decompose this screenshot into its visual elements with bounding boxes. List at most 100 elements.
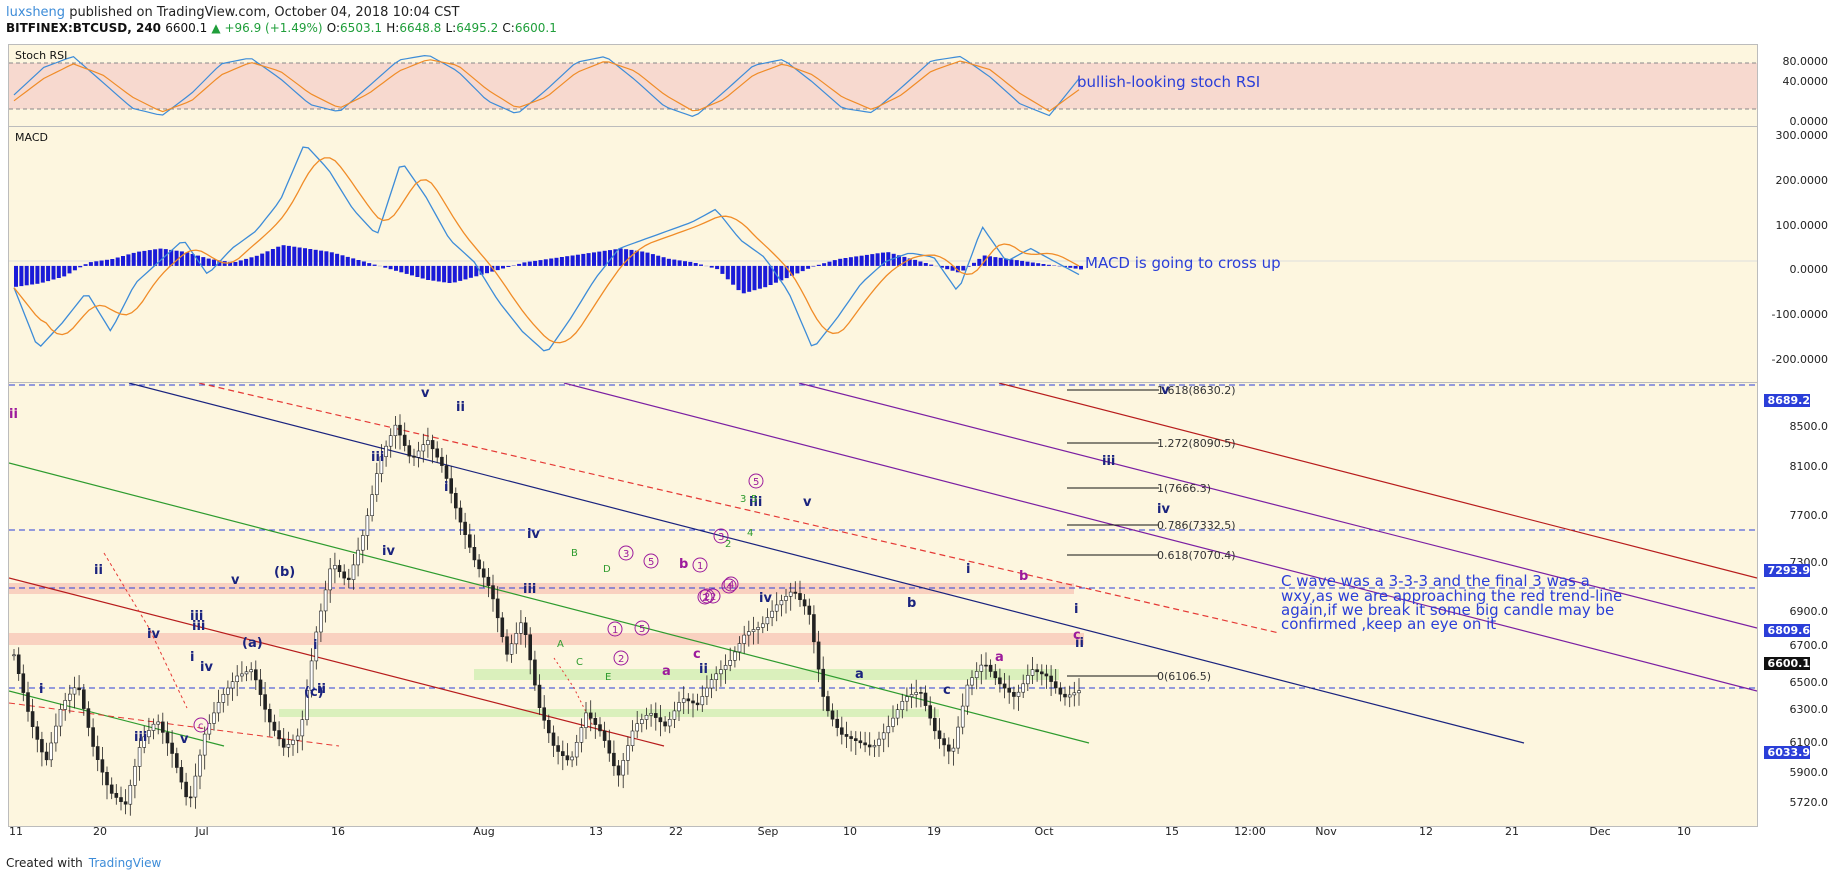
macd-hist-bar xyxy=(543,259,548,266)
macd-hist-bar xyxy=(1068,265,1073,268)
wave-labels-circled: 3 5 1 2 4 1 2 3 4 5 3 2 2 5 c xyxy=(193,473,764,733)
macd-hist-bar xyxy=(763,265,768,288)
macd-hist-bar xyxy=(1030,262,1035,266)
candle-body xyxy=(946,744,951,752)
price-panel[interactable]: 1.618(8630.2) 1.272(8090.5) 1(7666.3) 0.… xyxy=(8,382,1758,827)
candle-body xyxy=(872,745,877,748)
candle-body xyxy=(519,622,523,634)
circled-wave xyxy=(705,588,721,604)
macd-hist-bar xyxy=(549,258,554,266)
candle-body xyxy=(477,559,481,570)
candle-body xyxy=(928,705,933,719)
candle-body xyxy=(388,435,393,447)
candle-body xyxy=(365,515,370,536)
time-axis[interactable]: 11 20 Jul 16 Aug 13 22 Sep 10 19 Oct 15 … xyxy=(8,825,1756,843)
macd-hist-bar xyxy=(870,254,875,266)
svg-text:2: 2 xyxy=(618,654,624,665)
wave-label: iv xyxy=(1157,502,1170,517)
macd-hist-bar xyxy=(99,260,104,266)
candle-body xyxy=(784,596,788,601)
macd-hist-bar xyxy=(228,261,233,266)
candle-body xyxy=(905,696,909,702)
candle-body xyxy=(970,677,974,686)
circled-wave xyxy=(618,545,634,561)
candle-body xyxy=(230,681,235,689)
wave-label: ii xyxy=(317,682,326,697)
candle-body xyxy=(458,507,463,523)
candle-body xyxy=(923,692,928,706)
candle-body xyxy=(12,654,16,657)
candle-body xyxy=(607,740,612,754)
macd-hist-bar xyxy=(581,253,586,266)
macd-hist-bar xyxy=(522,262,527,266)
signal-line xyxy=(13,157,1080,344)
wave-label: (a) xyxy=(242,636,263,651)
candle-body xyxy=(760,623,765,628)
candle-body xyxy=(895,709,900,719)
circled-wave xyxy=(723,576,739,592)
macd-hist-bar xyxy=(174,250,179,266)
wave-label: iii xyxy=(749,495,762,510)
support-zone-lower xyxy=(279,709,939,717)
candle-body xyxy=(16,654,21,674)
macd-hist-bar xyxy=(677,260,682,266)
macd-hist-bar xyxy=(217,260,222,266)
price-tick: 7700.0 xyxy=(1789,509,1828,522)
macd-hist-bar xyxy=(1041,264,1046,266)
wave-label: iii xyxy=(371,450,384,465)
candle-body xyxy=(807,605,812,615)
time-tick: Oct xyxy=(1034,825,1054,838)
candle-body xyxy=(560,751,565,756)
fib-label-1618: 1.618(8630.2) xyxy=(1157,384,1236,397)
candle-body xyxy=(170,742,174,754)
macd-hist-bar xyxy=(426,265,431,280)
candle-body xyxy=(1077,690,1081,694)
candle-body xyxy=(328,568,333,591)
candle-body xyxy=(691,700,695,704)
macd-hist-bar xyxy=(335,253,340,266)
macd-hist-bar xyxy=(929,264,934,266)
macd-hist-bar xyxy=(260,253,265,266)
macd-hist-bar xyxy=(592,252,596,266)
macd-hist-bar xyxy=(795,265,800,274)
candle-body xyxy=(472,547,477,561)
price-change: ▲ +96.9 (+1.49%) xyxy=(211,21,323,35)
price-axis[interactable]: 80.0000 40.0000 0.0000 300.0000 200.0000… xyxy=(1758,44,1828,825)
macd-hist-bar xyxy=(891,253,896,266)
tradingview-link[interactable]: TradingView xyxy=(88,856,162,870)
candle-body xyxy=(658,717,663,723)
macd-hist-bar xyxy=(126,254,131,266)
price-label-6033: 6033.9 xyxy=(1764,746,1810,759)
candle-body xyxy=(30,711,35,727)
candle-body xyxy=(370,494,374,516)
wave-labels-purple: b c a a b c ii xyxy=(9,407,1081,679)
wave-label-green: 2 xyxy=(725,539,731,550)
wave-label-green: A xyxy=(557,639,564,650)
macd-hist-bar xyxy=(784,265,789,279)
macd-hist-bar xyxy=(827,261,832,266)
candle-body xyxy=(863,742,867,746)
candle-body xyxy=(249,669,253,673)
candle-body xyxy=(467,534,472,548)
macd-hist-bar xyxy=(297,247,302,266)
price-tick: 8500.0 xyxy=(1789,420,1828,433)
footer: Created with TradingView xyxy=(6,856,161,870)
macd-hist-bar xyxy=(838,258,843,266)
price-svg: 1.618(8630.2) 1.272(8090.5) 1(7666.3) 0.… xyxy=(9,383,1757,816)
stoch-rsi-panel[interactable]: bullish-looking stoch RSI Stoch RSI xyxy=(8,44,1758,128)
candle-body xyxy=(700,696,705,706)
candle-body xyxy=(26,692,30,712)
macd-panel[interactable]: MACD is going to cross up MACD xyxy=(8,126,1758,384)
symbol: BITFINEX:BTCUSD, 240 xyxy=(6,21,162,35)
price-tick: 6100.0 xyxy=(1789,736,1828,749)
wave-label: i xyxy=(966,562,970,577)
candle-body xyxy=(667,718,672,727)
candle-body xyxy=(672,710,677,720)
high-label: H: xyxy=(386,21,400,35)
macd-hist-bar xyxy=(688,261,693,266)
candle-body xyxy=(426,440,430,446)
candle-body xyxy=(337,565,342,572)
macd-hist-bar xyxy=(1025,261,1030,266)
candle-body xyxy=(263,694,267,710)
author-link[interactable]: luxsheng xyxy=(6,5,66,20)
